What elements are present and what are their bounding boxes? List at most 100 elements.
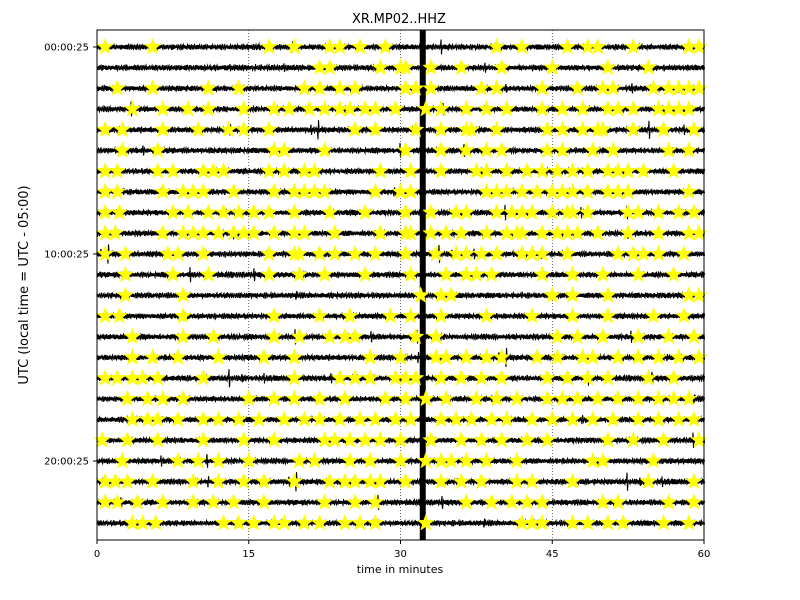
event-marker-star xyxy=(245,224,263,241)
event-marker-star xyxy=(538,120,556,138)
event-marker-star xyxy=(265,224,283,241)
event-marker-star xyxy=(594,120,612,138)
event-marker-star xyxy=(199,265,218,283)
event-marker-star xyxy=(371,472,390,490)
event-marker-star xyxy=(457,203,475,221)
event-marker-star xyxy=(285,389,304,407)
event-marker-star xyxy=(341,99,359,117)
event-marker-star xyxy=(260,244,278,262)
event-marker-star xyxy=(553,99,572,117)
event-marker-star xyxy=(138,389,157,407)
event-marker-star xyxy=(366,244,384,262)
event-marker-star xyxy=(664,369,683,386)
event-marker-star xyxy=(523,306,541,324)
event-marker-star xyxy=(194,244,212,262)
event-marker-star xyxy=(275,513,293,531)
event-marker-star xyxy=(497,99,516,117)
event-marker-star xyxy=(563,410,582,428)
event-marker-star xyxy=(543,203,561,221)
event-marker-star xyxy=(422,79,440,96)
event-marker-star xyxy=(295,513,314,531)
event-marker-star xyxy=(260,161,278,179)
event-marker-star xyxy=(366,120,384,138)
event-marker-star xyxy=(310,79,329,96)
event-marker-star xyxy=(543,58,561,76)
event-marker-star xyxy=(619,182,637,200)
event-marker-star xyxy=(680,182,698,200)
event-marker-star xyxy=(174,389,192,407)
event-marker-star xyxy=(361,348,379,365)
event-marker-star xyxy=(326,244,344,262)
event-marker-star xyxy=(346,244,364,262)
event-marker-star xyxy=(513,224,531,241)
event-marker-star xyxy=(108,493,126,510)
event-marker-star xyxy=(462,120,481,138)
event-marker-star xyxy=(260,120,278,138)
event-marker-star xyxy=(680,389,698,407)
event-marker-star xyxy=(194,410,212,428)
event-marker-star xyxy=(305,161,324,179)
seismic-trace xyxy=(96,39,706,55)
x-tick-label: 30 xyxy=(394,549,407,560)
event-marker-star xyxy=(472,244,491,262)
event-marker-star xyxy=(639,369,658,386)
event-marker-star xyxy=(204,493,223,510)
event-marker-star xyxy=(174,286,192,303)
event-marker-star xyxy=(533,99,551,117)
event-marker-star xyxy=(174,306,192,324)
event-marker-star xyxy=(543,286,561,303)
event-marker-star xyxy=(578,369,597,386)
event-marker-star xyxy=(209,348,228,365)
event-marker-star xyxy=(472,472,491,490)
event-marker-star xyxy=(148,161,167,179)
event-marker-star xyxy=(320,58,339,76)
event-marker-star xyxy=(391,451,410,469)
event-marker-star xyxy=(649,389,668,407)
event-marker-star xyxy=(331,79,349,96)
event-marker-star xyxy=(113,141,132,158)
event-marker-star xyxy=(371,161,390,179)
event-marker-star xyxy=(553,141,572,158)
event-marker-star xyxy=(462,410,481,428)
event-marker-star xyxy=(143,37,162,55)
event-marker-star xyxy=(457,141,475,158)
event-marker-star xyxy=(417,389,435,407)
grid-layer xyxy=(248,30,553,540)
event-marker-star xyxy=(492,348,511,365)
event-marker-star xyxy=(194,224,212,241)
event-marker-star xyxy=(497,161,516,179)
event-marker-star xyxy=(578,513,597,531)
event-marker-star xyxy=(371,431,390,448)
event-marker-star xyxy=(538,141,556,158)
event-marker-star xyxy=(396,58,415,76)
event-marker-star xyxy=(169,348,187,365)
event-marker-star xyxy=(209,472,228,490)
event-marker-star xyxy=(351,410,369,428)
event-marker-star xyxy=(265,182,283,200)
event-marker-star xyxy=(123,99,142,117)
event-marker-star xyxy=(229,410,248,428)
event-marker-star xyxy=(538,431,556,448)
event-marker-star xyxy=(654,431,673,448)
event-marker-star xyxy=(472,431,491,448)
event-marker-star xyxy=(290,244,309,262)
event-marker-star xyxy=(518,162,536,179)
event-marker-star xyxy=(310,513,329,531)
event-marker-star xyxy=(366,513,384,531)
event-marker-star xyxy=(396,203,415,221)
event-marker-star xyxy=(690,431,708,448)
event-marker-star xyxy=(432,410,450,428)
event-marker-star xyxy=(396,472,415,490)
event-marker-star xyxy=(578,162,597,179)
event-marker-star xyxy=(108,79,126,96)
event-marker-star xyxy=(619,224,637,241)
event-marker-star xyxy=(508,451,526,469)
event-marker-star xyxy=(209,410,228,428)
event-marker-star xyxy=(644,451,663,469)
event-marker-star xyxy=(452,224,470,241)
event-marker-star xyxy=(523,410,541,428)
event-marker-star xyxy=(406,368,425,386)
event-marker-star xyxy=(336,389,354,407)
event-marker-star xyxy=(609,493,627,510)
event-marker-star xyxy=(146,513,165,531)
